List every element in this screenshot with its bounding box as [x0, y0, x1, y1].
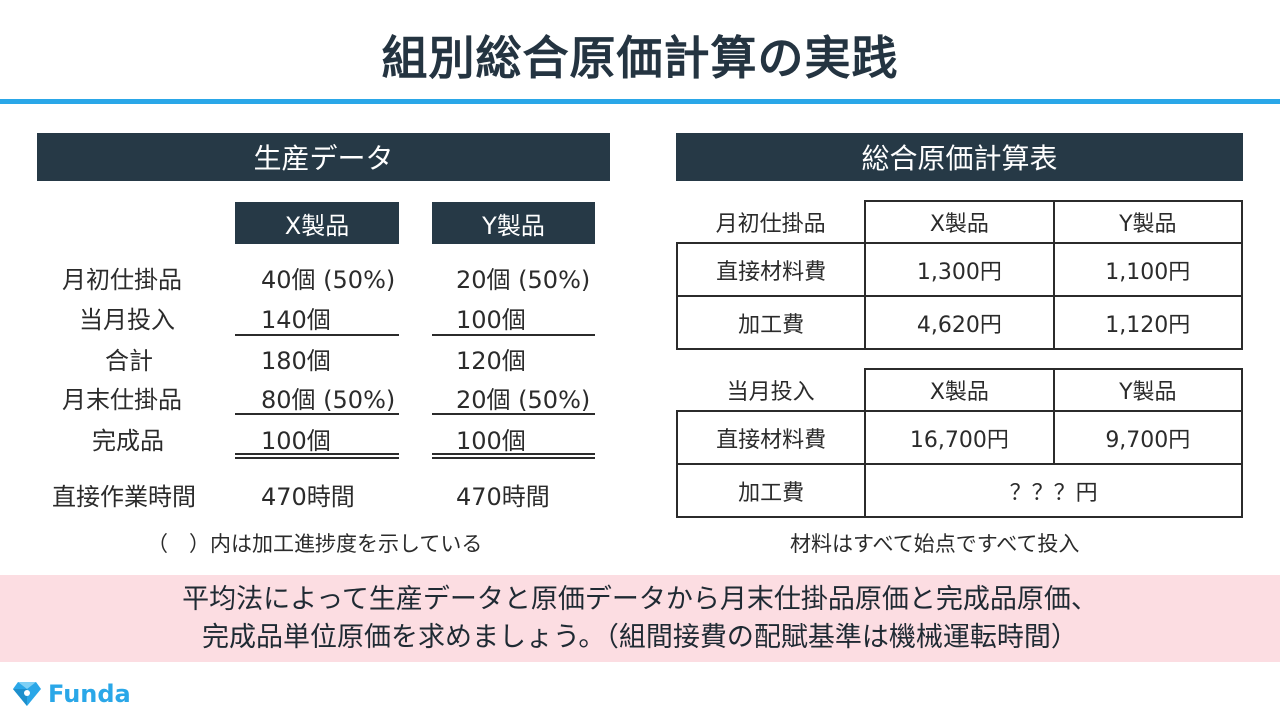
table1-col-y: Y製品 [1052, 200, 1244, 244]
logo-text: Funda [48, 680, 131, 708]
double-rule-x [235, 453, 399, 459]
cell-y-completed: 100個 [456, 427, 526, 455]
table1-corner-label: 月初仕掛品 [677, 201, 867, 244]
table1-row-conversion-x: 4,620円 [864, 295, 1055, 350]
current-input-cost-table: 当月投入 X製品 Y製品 直接材料費 16,700円 9,700円 加工費 ？？… [675, 368, 1244, 518]
row-label-opening-wip: 月初仕掛品 [62, 266, 182, 294]
cell-x-closing-wip: 80個 (50%) [261, 386, 396, 414]
cell-x-input: 140個 [261, 306, 331, 334]
cell-y-total: 120個 [456, 347, 526, 375]
page-title: 組別総合原価計算の実践 [381, 31, 899, 85]
table-row: 直接材料費 16,700円 9,700円 [675, 410, 1244, 465]
cell-x-opening-wip: 40個 (50%) [261, 266, 396, 294]
funda-logo: Funda [12, 680, 131, 708]
col-head-x: X製品 [235, 202, 399, 244]
table-row: 直接材料費 1,300円 1,100円 [675, 242, 1244, 297]
diamond-logo-icon [13, 682, 41, 706]
table2-row-conversion-unknown: ？？？円 [864, 463, 1243, 518]
instruction-line-2: 完成品単位原価を求めましょう。（組間接費の配賦基準は機械運転時間） [202, 621, 1078, 653]
material-note: 材料はすべて始点ですべて投入 [790, 532, 1080, 556]
cost-table-header: 総合原価計算表 [676, 133, 1243, 181]
title-divider [0, 99, 1280, 104]
production-data-header: 生産データ [37, 133, 610, 181]
completed-rule-y [432, 413, 595, 415]
table2-row-material-y: 9,700円 [1052, 410, 1244, 465]
completed-rule-x [235, 413, 399, 415]
opening-wip-cost-table: 月初仕掛品 X製品 Y製品 直接材料費 1,300円 1,100円 加工費 4,… [675, 200, 1244, 350]
table2-row-material-x: 16,700円 [864, 410, 1055, 465]
cell-y-labor-hours: 470時間 [456, 483, 550, 511]
table1-row-material-label: 直接材料費 [675, 242, 867, 297]
cell-x-completed: 100個 [261, 427, 331, 455]
cell-x-total: 180個 [261, 347, 331, 375]
sum-rule-x [235, 334, 399, 336]
cell-x-labor-hours: 470時間 [261, 483, 355, 511]
table1-col-x: X製品 [864, 200, 1055, 244]
instruction-line-1: 平均法によって生産データと原価データから月末仕掛品原価と完成品原価、 [182, 583, 1098, 615]
col-head-y: Y製品 [432, 202, 595, 244]
cell-y-input: 100個 [456, 306, 526, 334]
row-label-completed: 完成品 [92, 427, 164, 455]
table1-row-material-y: 1,100円 [1052, 242, 1244, 297]
double-rule-y [432, 453, 595, 459]
sum-rule-y [432, 334, 595, 336]
table2-corner-label: 当月投入 [677, 369, 867, 412]
cell-y-opening-wip: 20個 (50%) [456, 266, 591, 294]
row-label-closing-wip: 月末仕掛品 [62, 386, 182, 414]
table2-col-x: X製品 [864, 368, 1055, 412]
table1-row-material-x: 1,300円 [864, 242, 1055, 297]
table2-row-conversion-label: 加工費 [675, 463, 867, 518]
table2-row-material-label: 直接材料費 [675, 410, 867, 465]
row-label-labor-hours: 直接作業時間 [52, 483, 196, 511]
cell-y-closing-wip: 20個 (50%) [456, 386, 591, 414]
progress-note: （ ）内は加工進捗度を示している [147, 532, 483, 556]
table1-row-conversion-y: 1,120円 [1052, 295, 1244, 350]
table-row: 加工費 ？？？円 [675, 463, 1243, 518]
table2-col-y: Y製品 [1052, 368, 1244, 412]
row-label-total: 合計 [105, 347, 153, 375]
instruction-banner: 平均法によって生産データと原価データから月末仕掛品原価と完成品原価、 完成品単位… [0, 575, 1280, 662]
table1-row-conversion-label: 加工費 [675, 295, 867, 350]
row-label-input: 当月投入 [79, 306, 175, 334]
table-row: 加工費 4,620円 1,120円 [675, 295, 1244, 350]
